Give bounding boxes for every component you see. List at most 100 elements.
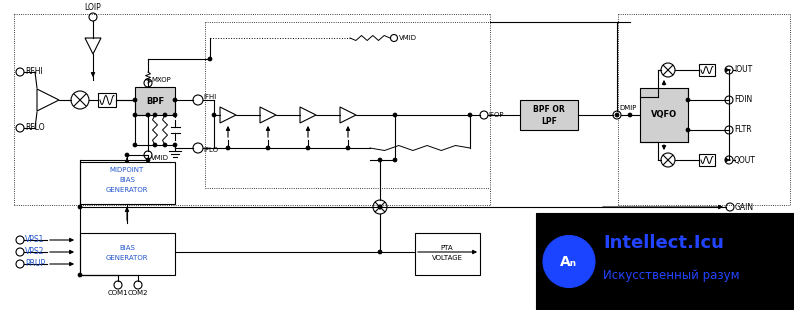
Circle shape bbox=[725, 96, 733, 104]
Circle shape bbox=[16, 236, 24, 244]
Circle shape bbox=[391, 34, 398, 42]
Circle shape bbox=[173, 98, 177, 102]
Polygon shape bbox=[260, 107, 276, 123]
Circle shape bbox=[173, 143, 177, 147]
Polygon shape bbox=[37, 89, 59, 111]
Circle shape bbox=[661, 153, 675, 167]
Circle shape bbox=[393, 158, 397, 162]
Circle shape bbox=[16, 248, 24, 256]
Text: VPS1: VPS1 bbox=[25, 236, 44, 245]
Text: BPF: BPF bbox=[146, 96, 164, 105]
Circle shape bbox=[378, 158, 382, 162]
Circle shape bbox=[114, 281, 122, 289]
Circle shape bbox=[686, 98, 690, 102]
Circle shape bbox=[133, 113, 137, 117]
Circle shape bbox=[628, 113, 632, 117]
Text: RFLO: RFLO bbox=[25, 123, 44, 132]
Polygon shape bbox=[85, 38, 101, 54]
Text: IFLO: IFLO bbox=[203, 147, 218, 153]
Circle shape bbox=[173, 113, 177, 117]
Text: VOLTAGE: VOLTAGE bbox=[431, 255, 462, 261]
Text: GAIN: GAIN bbox=[735, 202, 754, 211]
Circle shape bbox=[144, 151, 152, 159]
Text: IFOP: IFOP bbox=[488, 112, 503, 118]
Text: Искусственный разум: Искусственный разум bbox=[603, 268, 740, 281]
Circle shape bbox=[725, 66, 733, 74]
Circle shape bbox=[164, 113, 167, 117]
Text: MXOP: MXOP bbox=[151, 77, 171, 83]
Circle shape bbox=[393, 113, 397, 117]
Circle shape bbox=[125, 153, 129, 157]
Text: IFHI: IFHI bbox=[203, 94, 216, 100]
Text: BIAS: BIAS bbox=[119, 177, 135, 183]
Text: FDIN: FDIN bbox=[734, 95, 752, 104]
Circle shape bbox=[78, 273, 82, 277]
Circle shape bbox=[212, 113, 216, 117]
Bar bbox=[520, 100, 578, 130]
Text: DMIP: DMIP bbox=[619, 105, 636, 111]
Text: PRUP: PRUP bbox=[25, 259, 45, 268]
Circle shape bbox=[78, 205, 82, 209]
Text: COM1: COM1 bbox=[108, 290, 129, 296]
Text: BPF OR: BPF OR bbox=[533, 105, 565, 114]
Circle shape bbox=[378, 205, 382, 209]
Circle shape bbox=[133, 143, 137, 147]
Polygon shape bbox=[300, 107, 316, 123]
Text: Intellect.Icu: Intellect.Icu bbox=[603, 234, 724, 252]
Circle shape bbox=[726, 203, 734, 211]
Circle shape bbox=[468, 113, 472, 117]
Bar bbox=[415, 233, 480, 275]
Text: VPS2: VPS2 bbox=[25, 247, 44, 256]
Bar bbox=[640, 88, 688, 142]
Text: COM2: COM2 bbox=[128, 290, 148, 296]
Circle shape bbox=[266, 146, 270, 150]
Text: Aₙ: Aₙ bbox=[561, 255, 577, 268]
Polygon shape bbox=[340, 107, 356, 123]
Circle shape bbox=[725, 156, 733, 164]
Bar bbox=[699, 154, 715, 166]
Circle shape bbox=[146, 158, 150, 162]
Text: LPF: LPF bbox=[541, 117, 557, 126]
Text: FLTR: FLTR bbox=[734, 126, 752, 135]
Circle shape bbox=[133, 98, 137, 102]
Circle shape bbox=[153, 113, 156, 117]
Bar bbox=[135, 87, 175, 115]
Text: RFHI: RFHI bbox=[25, 68, 43, 77]
Text: VMID: VMID bbox=[399, 35, 417, 41]
Text: BIAS: BIAS bbox=[119, 245, 135, 251]
Circle shape bbox=[378, 250, 382, 254]
Bar bbox=[80, 162, 175, 204]
Polygon shape bbox=[220, 107, 236, 123]
Bar bbox=[536, 213, 794, 310]
Circle shape bbox=[615, 113, 619, 117]
Circle shape bbox=[193, 143, 203, 153]
Circle shape bbox=[193, 95, 203, 105]
Bar bbox=[699, 64, 715, 76]
Circle shape bbox=[686, 128, 690, 132]
Bar bbox=[98, 93, 116, 107]
Circle shape bbox=[16, 68, 24, 76]
Circle shape bbox=[480, 111, 488, 119]
Circle shape bbox=[725, 126, 733, 134]
Circle shape bbox=[543, 236, 595, 287]
Circle shape bbox=[613, 111, 621, 119]
Circle shape bbox=[16, 124, 24, 132]
Text: QOUT: QOUT bbox=[734, 156, 756, 165]
Circle shape bbox=[378, 205, 382, 209]
Circle shape bbox=[146, 113, 150, 117]
Circle shape bbox=[661, 63, 675, 77]
Circle shape bbox=[164, 143, 167, 147]
Circle shape bbox=[71, 91, 89, 109]
Circle shape bbox=[306, 146, 310, 150]
Text: PTA: PTA bbox=[441, 245, 453, 251]
Text: IOUT: IOUT bbox=[734, 65, 752, 74]
Text: VQFO: VQFO bbox=[651, 110, 677, 119]
Circle shape bbox=[16, 260, 24, 268]
Text: GENERATOR: GENERATOR bbox=[106, 187, 148, 193]
Bar bbox=[80, 233, 175, 275]
Text: VMID: VMID bbox=[151, 155, 169, 161]
Circle shape bbox=[153, 143, 156, 147]
Circle shape bbox=[373, 200, 387, 214]
Circle shape bbox=[89, 13, 97, 21]
Text: LOIP: LOIP bbox=[85, 3, 102, 12]
